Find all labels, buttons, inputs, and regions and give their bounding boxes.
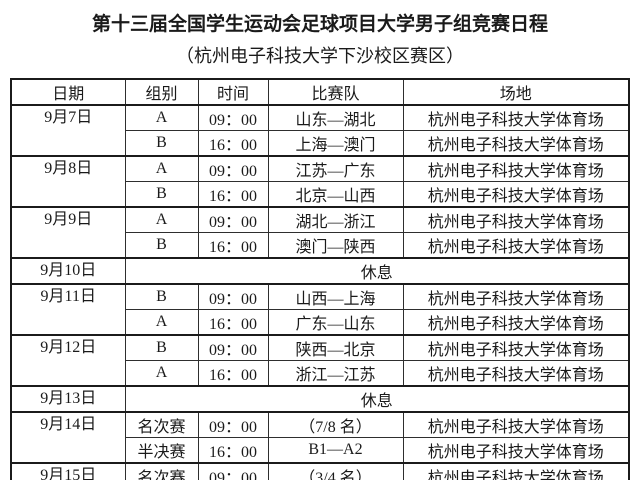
teams-cell: 江苏—广东 bbox=[267, 155, 404, 182]
teams-cell: （3/4 名） bbox=[267, 462, 404, 480]
teams-cell: 浙江—江苏 bbox=[267, 360, 404, 387]
time-cell: 09：00 bbox=[197, 104, 269, 131]
rest-row: 9月13日 休息 bbox=[10, 385, 630, 413]
group-cell: 半决赛 bbox=[124, 437, 199, 464]
match-row: A 16：00 广东—山东 杭州电子科技大学体育场 bbox=[11, 309, 630, 336]
match-row: 9月7日 A 09：00 山东—湖北 杭州电子科技大学体育场 bbox=[10, 104, 630, 157]
match-row: 半决赛 16：00 B1—A2 杭州电子科技大学体育场 bbox=[11, 437, 630, 464]
time-cell: 16：00 bbox=[197, 130, 269, 157]
teams-cell: B1—A2 bbox=[267, 437, 404, 464]
column-header-4: 场地 bbox=[402, 78, 630, 106]
group-cell: A bbox=[124, 104, 199, 131]
venue-cell: 杭州电子科技大学体育场 bbox=[402, 104, 630, 131]
match-row: B 16：00 澳门—陕西 杭州电子科技大学体育场 bbox=[11, 232, 630, 259]
time-cell: 09：00 bbox=[197, 206, 269, 233]
column-header-1: 组别 bbox=[124, 78, 199, 106]
rest-cell: 休息 bbox=[124, 385, 630, 413]
time-cell: 16：00 bbox=[197, 232, 269, 259]
time-cell: 16：00 bbox=[197, 360, 269, 387]
group-cell: B bbox=[124, 130, 199, 157]
match-row: 9月12日 B 09：00 陕西—北京 杭州电子科技大学体育场 bbox=[10, 334, 630, 387]
group-cell: B bbox=[124, 232, 199, 259]
match-row: A 16：00 浙江—江苏 杭州电子科技大学体育场 bbox=[11, 360, 630, 387]
venue-cell: 杭州电子科技大学体育场 bbox=[402, 206, 630, 233]
teams-cell: 广东—山东 bbox=[267, 309, 404, 336]
group-cell: 名次赛 bbox=[124, 462, 199, 480]
teams-cell: （7/8 名） bbox=[267, 411, 404, 438]
venue-cell: 杭州电子科技大学体育场 bbox=[402, 309, 630, 336]
venue-cell: 杭州电子科技大学体育场 bbox=[402, 130, 630, 157]
date-cell: 9月15日 bbox=[10, 462, 126, 480]
page-title: 第十三届全国学生运动会足球项目大学男子组竞赛日程 bbox=[91, 14, 548, 35]
venue-cell: 杭州电子科技大学体育场 bbox=[402, 334, 630, 361]
venue-cell: 杭州电子科技大学体育场 bbox=[402, 283, 630, 310]
group-cell: B bbox=[124, 283, 199, 310]
group-cell: B bbox=[124, 334, 199, 361]
table-header: 日期 组别 时间 比赛队 场地 bbox=[10, 78, 630, 106]
teams-cell: 澳门—陕西 bbox=[267, 232, 404, 259]
date-cell: 9月9日 bbox=[10, 206, 126, 259]
rest-cell: 休息 bbox=[124, 257, 630, 285]
venue-cell: 杭州电子科技大学体育场 bbox=[402, 181, 630, 208]
date-cell: 9月12日 bbox=[10, 334, 126, 387]
time-cell: 09：00 bbox=[197, 411, 269, 438]
venue-cell: 杭州电子科技大学体育场 bbox=[402, 155, 630, 182]
time-cell: 09：00 bbox=[197, 334, 269, 361]
match-row: 9月11日 B 09：00 山西—上海 杭州电子科技大学体育场 bbox=[10, 283, 630, 336]
page-subtitle: （杭州电子科技大学下沙校区赛区） bbox=[176, 46, 464, 66]
venue-cell: 杭州电子科技大学体育场 bbox=[402, 462, 630, 480]
teams-cell: 北京—山西 bbox=[267, 181, 404, 208]
time-cell: 09：00 bbox=[197, 155, 269, 182]
date-cell: 9月14日 bbox=[10, 411, 126, 464]
venue-cell: 杭州电子科技大学体育场 bbox=[402, 411, 630, 438]
teams-cell: 湖北—浙江 bbox=[267, 206, 404, 233]
date-cell: 9月7日 bbox=[10, 104, 126, 157]
time-cell: 16：00 bbox=[197, 181, 269, 208]
venue-cell: 杭州电子科技大学体育场 bbox=[402, 360, 630, 387]
column-header-2: 时间 bbox=[197, 78, 269, 106]
group-cell: B bbox=[124, 181, 199, 208]
teams-cell: 陕西—北京 bbox=[267, 334, 404, 361]
venue-cell: 杭州电子科技大学体育场 bbox=[402, 437, 630, 464]
time-cell: 09：00 bbox=[197, 462, 269, 480]
match-row: 9月14日 名次赛 09：00 （7/8 名） 杭州电子科技大学体育场 bbox=[10, 411, 630, 464]
group-cell: A bbox=[124, 309, 199, 336]
date-cell: 9月11日 bbox=[10, 283, 126, 336]
schedule-table: 日期 组别 时间 比赛队 场地 9月7日 A 09：00 山东—湖北 杭州电子科技大学体育场 B 1… bbox=[10, 78, 630, 480]
match-row: 9月9日 A 09：00 湖北—浙江 杭州电子科技大学体育场 bbox=[10, 206, 630, 259]
time-cell: 09：00 bbox=[197, 283, 269, 310]
match-row: 9月15日 名次赛 09：00 （3/4 名） 杭州电子科技大学体育场 bbox=[10, 462, 630, 480]
column-header-0: 日期 bbox=[10, 78, 126, 106]
header-row: 日期 组别 时间 比赛队 场地 bbox=[10, 78, 630, 106]
time-cell: 16：00 bbox=[197, 309, 269, 336]
rest-row: 9月10日 休息 bbox=[10, 257, 630, 285]
time-cell: 16：00 bbox=[197, 437, 269, 464]
venue-cell: 杭州电子科技大学体育场 bbox=[402, 232, 630, 259]
group-cell: A bbox=[124, 206, 199, 233]
teams-cell: 上海—澳门 bbox=[267, 130, 404, 157]
table-body: 9月7日 A 09：00 山东—湖北 杭州电子科技大学体育场 B 16：00 上海—澳门 杭州电… bbox=[10, 104, 630, 480]
group-cell: 名次赛 bbox=[124, 411, 199, 438]
match-row: B 16：00 北京—山西 杭州电子科技大学体育场 bbox=[11, 181, 630, 208]
group-cell: A bbox=[124, 360, 199, 387]
teams-cell: 山西—上海 bbox=[267, 283, 404, 310]
date-cell: 9月10日 bbox=[10, 257, 126, 285]
group-cell: A bbox=[124, 155, 199, 182]
date-cell: 9月13日 bbox=[10, 385, 126, 413]
teams-cell: 山东—湖北 bbox=[267, 104, 404, 131]
column-header-3: 比赛队 bbox=[267, 78, 404, 106]
match-row: 9月8日 A 09：00 江苏—广东 杭州电子科技大学体育场 bbox=[10, 155, 630, 208]
date-cell: 9月8日 bbox=[10, 155, 126, 208]
